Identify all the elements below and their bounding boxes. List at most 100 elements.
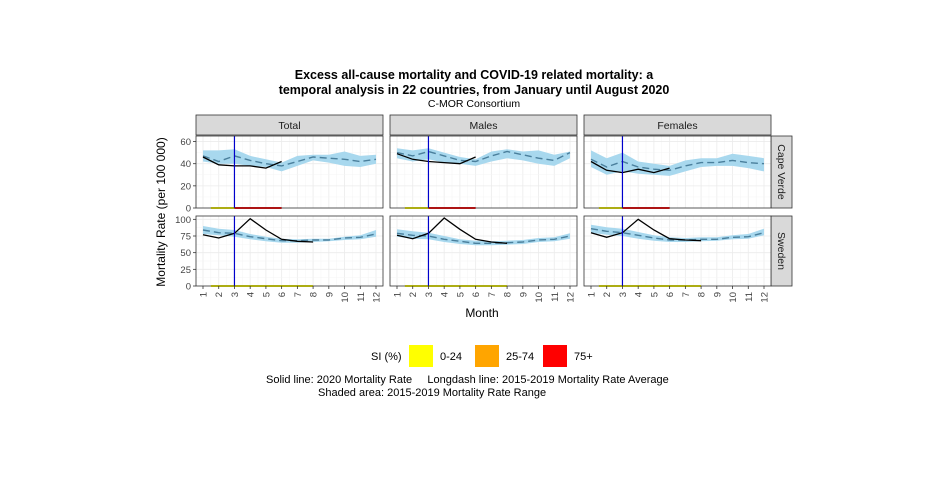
panel-border xyxy=(583,215,772,287)
facet-strip-bg xyxy=(195,114,384,136)
panel-border xyxy=(195,215,384,287)
facet-strip-females: Females xyxy=(583,114,772,136)
facet-strip-males: Males xyxy=(389,114,578,136)
avg-line-2015-2019 xyxy=(202,155,377,167)
y-tick-label: 25 xyxy=(180,265,191,276)
panel-border xyxy=(389,135,578,209)
x-tick-label: 11 xyxy=(550,292,561,302)
legend-label-25-74: 25-74 xyxy=(506,351,534,363)
x-tick-label: 3 xyxy=(618,292,629,297)
panel-border xyxy=(195,135,384,209)
legend-swatch-75-plus xyxy=(543,345,567,367)
x-tick-label: 1 xyxy=(587,292,598,297)
panel-cape-verde-females xyxy=(583,135,772,209)
facet-strip-label: Females xyxy=(657,120,697,132)
chart-subtitle: C-MOR Consortium xyxy=(428,98,520,110)
range-band-2015-2019 xyxy=(591,224,764,242)
legend: SI (%) 0-24 25-74 75+ Solid line: 2020 M… xyxy=(266,345,669,399)
x-tick-label: 11 xyxy=(744,292,755,302)
x-tick-label: 5 xyxy=(649,292,660,297)
legend-title: SI (%) xyxy=(371,351,402,363)
panel-cape-verde-males xyxy=(389,135,578,209)
x-tick-label: 12 xyxy=(760,292,771,303)
y-tick-label: 100 xyxy=(175,215,191,226)
x-tick-label: 9 xyxy=(518,292,529,297)
x-tick-label: 8 xyxy=(503,292,514,297)
avg-line-2015-2019 xyxy=(202,229,377,242)
line-2020 xyxy=(396,153,476,165)
x-tick-label: 6 xyxy=(471,292,482,297)
y-tick-label: 75 xyxy=(180,232,191,243)
panel-sweden-total xyxy=(195,215,384,287)
legend-swatch-0-24 xyxy=(409,345,433,367)
x-tick-label: 2 xyxy=(602,292,613,297)
range-band-2015-2019 xyxy=(397,148,570,166)
y-tick-label: 0 xyxy=(186,204,191,215)
facet-strip-label: Males xyxy=(469,120,497,132)
x-tick-label: 3 xyxy=(230,292,241,297)
panel-border xyxy=(583,135,772,209)
avg-line-2015-2019 xyxy=(590,158,765,172)
x-tick-label: 6 xyxy=(277,292,288,297)
x-tick-label: 10 xyxy=(340,292,351,303)
x-tick-label: 5 xyxy=(455,292,466,297)
x-tick-label: 1 xyxy=(393,292,404,297)
line-2020 xyxy=(590,218,702,242)
x-tick-label: 10 xyxy=(534,292,545,303)
range-band-2015-2019 xyxy=(203,226,376,243)
y-tick-label: 20 xyxy=(180,181,191,192)
facet-strip-bg xyxy=(583,114,772,136)
x-tick-label: 4 xyxy=(440,292,451,297)
chart-title-line1: Excess all-cause mortality and COVID-19 … xyxy=(295,68,655,82)
y-tick-label: 0 xyxy=(186,282,191,293)
legend-label-0-24: 0-24 xyxy=(440,351,462,363)
avg-line-2015-2019 xyxy=(590,228,765,241)
x-tick-label: 7 xyxy=(293,292,304,297)
line-2020 xyxy=(590,160,670,174)
x-tick-label: 9 xyxy=(324,292,335,297)
legend-swatch-25-74 xyxy=(475,345,499,367)
panel-sweden-females xyxy=(583,215,772,287)
facet-strip-bg xyxy=(389,114,578,136)
x-tick-label: 6 xyxy=(665,292,676,297)
line-2020 xyxy=(202,156,282,169)
chart-title-line2: temporal analysis in 22 countries, from … xyxy=(279,83,670,97)
panel-cape-verde-total xyxy=(195,135,384,209)
y-axis-label: Mortality Rate (per 100 000) xyxy=(154,137,168,286)
row-strip-sweden: Sweden xyxy=(770,215,793,287)
y-tick-label: 50 xyxy=(180,248,191,259)
x-tick-label: 7 xyxy=(487,292,498,297)
legend-label-75-plus: 75+ xyxy=(574,351,593,363)
x-axis-label: Month xyxy=(465,306,498,320)
panel-border xyxy=(389,215,578,287)
x-tick-label: 8 xyxy=(697,292,708,297)
row-strip-label: Cape Verde xyxy=(775,144,787,200)
y-tick-label: 60 xyxy=(180,137,191,148)
range-band-2015-2019 xyxy=(397,229,570,246)
range-band-2015-2019 xyxy=(203,149,376,172)
x-tick-label: 8 xyxy=(309,292,320,297)
x-tick-label: 4 xyxy=(246,292,257,297)
x-tick-label: 11 xyxy=(356,292,367,302)
x-tick-label: 12 xyxy=(372,292,383,303)
line-2020 xyxy=(396,217,508,244)
x-tick-label: 7 xyxy=(681,292,692,297)
x-tick-label: 3 xyxy=(424,292,435,297)
x-tick-label: 10 xyxy=(728,292,739,303)
x-tick-label: 2 xyxy=(408,292,419,297)
avg-line-2015-2019 xyxy=(396,150,571,163)
facet-strip-total: Total xyxy=(195,114,384,136)
row-strip-cape-verde: Cape Verde xyxy=(770,135,793,209)
legend-note-shaded: Shaded area: 2015-2019 Mortality Rate Ra… xyxy=(318,387,546,399)
avg-line-2015-2019 xyxy=(396,232,571,245)
x-tick-label: 5 xyxy=(261,292,272,297)
y-tick-label: 40 xyxy=(180,159,191,170)
line-2020 xyxy=(202,217,314,243)
facet-strip-label: Total xyxy=(278,120,300,132)
x-tick-label: 9 xyxy=(712,292,723,297)
row-strip-label: Sweden xyxy=(775,232,787,270)
panel-sweden-males xyxy=(389,215,578,287)
x-tick-label: 1 xyxy=(199,292,210,297)
